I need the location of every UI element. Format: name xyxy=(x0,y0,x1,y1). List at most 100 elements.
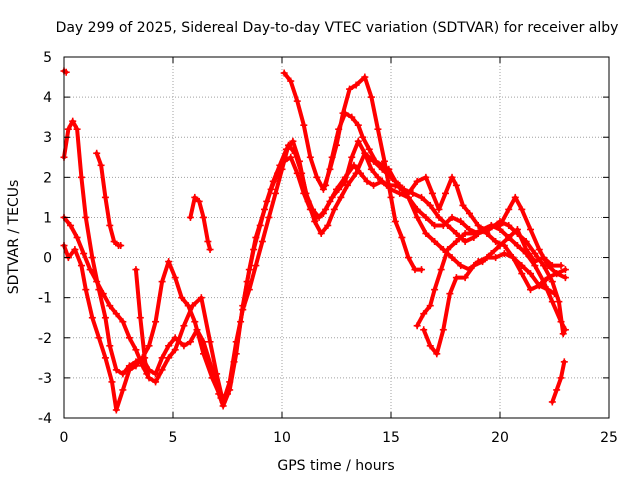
series-line xyxy=(550,359,567,404)
data-point xyxy=(88,314,96,322)
data-point xyxy=(200,350,208,358)
data-point xyxy=(352,81,360,89)
data-point xyxy=(158,366,166,374)
data-point xyxy=(396,189,404,197)
data-point xyxy=(527,270,535,278)
series-arc-8 xyxy=(280,69,426,274)
data-point xyxy=(378,161,386,169)
data-point xyxy=(418,193,426,201)
data-point xyxy=(487,250,495,258)
data-point xyxy=(363,177,371,185)
data-point xyxy=(112,406,120,414)
y-tick-label: -4 xyxy=(38,411,52,427)
data-point xyxy=(184,302,192,310)
data-point xyxy=(431,238,439,246)
data-point xyxy=(457,262,465,270)
data-point xyxy=(117,242,125,250)
data-point xyxy=(208,374,216,382)
data-point xyxy=(500,250,508,258)
series-arc-5 xyxy=(93,149,125,250)
data-point xyxy=(178,294,186,302)
data-point xyxy=(433,350,441,358)
data-point xyxy=(136,314,144,322)
data-point xyxy=(505,205,513,213)
data-point xyxy=(328,153,336,161)
series-line xyxy=(62,139,568,412)
data-point xyxy=(73,234,81,241)
data-point xyxy=(186,338,194,346)
data-point xyxy=(293,97,301,105)
data-point xyxy=(544,286,552,294)
data-point xyxy=(337,193,345,201)
series-arc-11 xyxy=(420,225,565,358)
data-point xyxy=(317,229,325,237)
data-point xyxy=(361,149,369,157)
data-point xyxy=(88,254,96,262)
gridlines xyxy=(64,57,609,418)
data-point xyxy=(306,153,314,161)
series-arc-6 xyxy=(132,266,151,378)
data-point xyxy=(93,149,101,157)
data-point xyxy=(328,193,336,201)
data-point xyxy=(243,278,251,286)
data-point xyxy=(505,234,513,241)
data-point xyxy=(206,246,214,254)
data-point xyxy=(431,221,439,229)
data-point xyxy=(287,77,295,85)
data-point xyxy=(555,298,563,306)
data-point xyxy=(452,238,460,246)
data-point xyxy=(387,193,395,201)
data-point xyxy=(479,225,487,233)
data-point xyxy=(302,189,310,197)
data-point xyxy=(106,302,114,310)
data-point xyxy=(354,137,362,145)
data-point xyxy=(465,209,473,217)
data-point xyxy=(230,358,238,366)
data-point xyxy=(544,274,552,282)
data-point xyxy=(165,258,173,266)
data-point xyxy=(324,221,332,229)
data-point xyxy=(69,117,77,125)
data-point xyxy=(557,318,565,326)
data-point xyxy=(143,370,151,378)
data-point xyxy=(553,386,561,394)
data-point xyxy=(513,225,521,233)
data-point xyxy=(470,262,478,270)
y-tick-label: 4 xyxy=(43,90,52,106)
data-point xyxy=(461,238,469,246)
data-point xyxy=(265,213,273,221)
data-point xyxy=(152,378,160,386)
x-axis-ticks: 0 5 10 15 20 25 xyxy=(60,57,618,446)
data-point xyxy=(448,254,456,262)
data-point xyxy=(404,189,412,197)
data-point xyxy=(474,221,482,229)
data-point xyxy=(106,342,114,350)
data-point xyxy=(359,133,367,141)
data-point xyxy=(527,286,535,294)
data-point xyxy=(252,262,260,270)
y-axis-label: SDTVAR / TECUs xyxy=(6,180,22,295)
x-tick-label: 15 xyxy=(382,430,400,446)
series-arc-12 xyxy=(548,358,568,406)
data-point xyxy=(171,274,179,282)
data-point xyxy=(452,229,460,237)
data-point xyxy=(492,254,500,262)
data-point xyxy=(165,354,173,362)
data-point xyxy=(391,177,399,185)
data-point xyxy=(518,205,526,213)
data-point xyxy=(132,266,140,274)
data-point xyxy=(496,242,504,250)
plot-frame xyxy=(63,56,610,419)
data-point xyxy=(71,246,79,254)
data-point xyxy=(548,278,556,286)
data-point xyxy=(276,161,284,169)
data-point xyxy=(158,354,166,362)
data-point xyxy=(309,205,317,213)
data-point xyxy=(437,266,445,274)
data-point xyxy=(513,242,521,250)
data-point xyxy=(452,274,460,282)
x-axis-label: GPS time / hours xyxy=(277,458,394,474)
data-point xyxy=(219,398,227,406)
data-point xyxy=(446,290,454,298)
data-point xyxy=(311,217,319,225)
